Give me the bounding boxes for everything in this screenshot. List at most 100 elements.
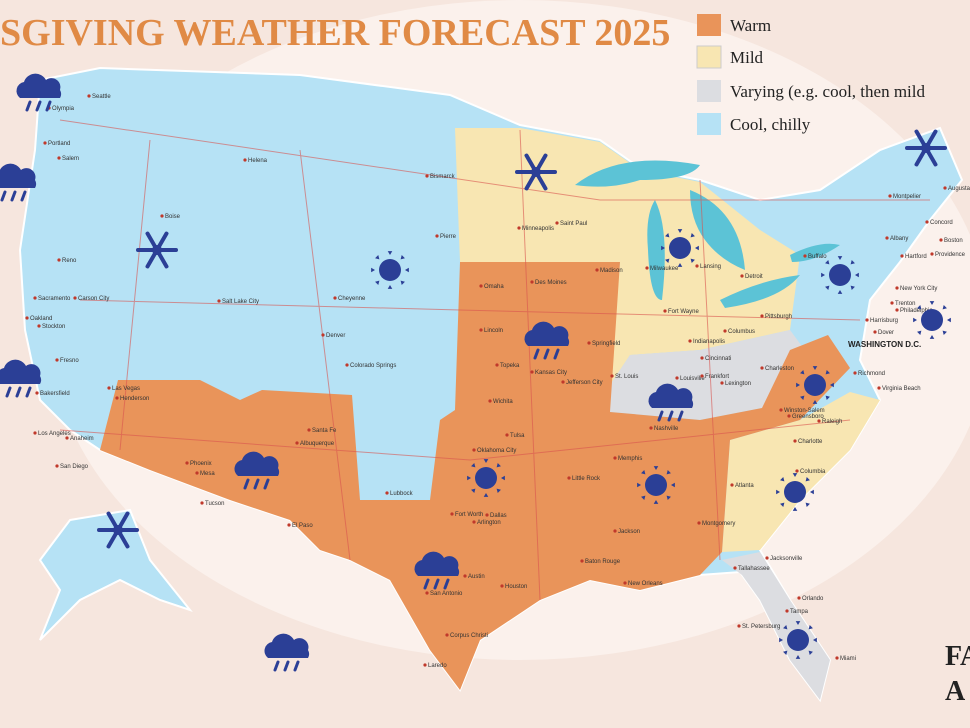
city-label: Trenton (895, 301, 915, 307)
city-label: Memphis (618, 456, 642, 462)
legend-label: Cool, chilly (730, 115, 811, 134)
roads (59, 119, 930, 601)
region-varying (722, 552, 830, 700)
city-label: Sacramento (38, 296, 71, 302)
snow-icon (905, 129, 947, 167)
city-dot (895, 286, 899, 290)
cloud-icon (234, 451, 280, 490)
city-dot (472, 448, 476, 452)
city-label: Detroit (745, 274, 763, 280)
city-dot (217, 299, 221, 303)
lake (720, 275, 800, 308)
city-label: Lincoln (484, 328, 503, 334)
city-dot (517, 226, 521, 230)
city-label: Minneapolis (522, 226, 554, 232)
city-dot (700, 356, 704, 360)
city-label: Oakland (30, 316, 52, 322)
lake (790, 243, 840, 262)
city-label: Denver (326, 333, 345, 339)
city-label: Concord (930, 220, 953, 226)
city-dot (723, 329, 727, 333)
city-dot (57, 156, 61, 160)
city-dot (817, 419, 821, 423)
city-label: Des Moines (535, 280, 567, 286)
city-dot (730, 483, 734, 487)
city-dot (307, 428, 311, 432)
sun-icon (776, 473, 814, 511)
city-label: Las Vegas (112, 386, 140, 392)
city-dot (760, 314, 764, 318)
legend-swatch (697, 14, 721, 36)
city-label: Springfield (592, 341, 620, 347)
cloud-icon (414, 551, 460, 590)
city-dot (479, 328, 483, 332)
city-label: St. Petersburg (742, 624, 780, 630)
city-dot (505, 433, 509, 437)
sun-icon (467, 459, 505, 497)
city-label: Harrisburg (870, 318, 898, 324)
legend: Warm Mild Varying (e.g. cool, then mild … (696, 14, 925, 135)
legend-label: Warm (730, 16, 771, 35)
city-dot (943, 186, 947, 190)
city-labels: Olympia Seattle Portland Salem Helena Boise Bi… (25, 94, 970, 669)
legend-label: Mild (730, 48, 764, 67)
city-label: Philadelphia (900, 308, 933, 314)
sun-icon (371, 251, 409, 289)
city-label: San Diego (60, 464, 89, 470)
city-dot (785, 609, 789, 613)
city-label: Salt Lake City (222, 299, 259, 305)
city-label: Charleston (765, 366, 794, 372)
city-label: Fort Wayne (668, 309, 699, 315)
city-dot (43, 141, 47, 145)
city-label: Virginia Beach (882, 386, 921, 392)
city-dot (779, 408, 783, 412)
city-dot (425, 591, 429, 595)
city-label: Winston-Salem (784, 408, 825, 414)
city-label: Los Angeles (38, 431, 71, 437)
city-label: Montpelier (893, 194, 921, 200)
city-label: Augusta (948, 186, 970, 192)
city-label: Columbia (800, 469, 826, 475)
city-dot (479, 284, 483, 288)
city-label: Kansas City (535, 370, 567, 376)
city-dot (435, 234, 439, 238)
city-dot (835, 656, 839, 660)
city-label: Reno (62, 258, 77, 264)
city-dot (695, 264, 699, 268)
city-label: Cheyenne (338, 296, 366, 302)
city-label: Colorado Springs (350, 363, 396, 369)
city-label: Henderson (120, 396, 149, 402)
logo: A (945, 676, 966, 707)
city-label: Indianapolis (693, 339, 725, 345)
city-label: Milwaukee (650, 266, 679, 272)
city-label: Corpus Christi (450, 633, 488, 639)
city-dot (613, 456, 617, 460)
lake (690, 190, 745, 270)
city-dot (890, 301, 894, 305)
city-label: Charlotte (798, 439, 823, 445)
city-dot (663, 309, 667, 313)
city-dot (25, 316, 29, 320)
city-label: Madison (600, 268, 623, 274)
city-label: Providence (935, 252, 966, 258)
city-label: Austin (468, 574, 485, 580)
city-dot (737, 624, 741, 628)
city-dot (423, 663, 427, 667)
cloud-icon (0, 359, 42, 398)
city-label: Bismarck (430, 174, 456, 180)
city-label: Topeka (500, 363, 520, 369)
city-label: Wichita (493, 399, 513, 405)
city-dot (107, 386, 111, 390)
city-dot (73, 296, 77, 300)
cloud-icon (264, 633, 310, 672)
city-dot (65, 436, 69, 440)
city-dot (733, 566, 737, 570)
city-label: Jacksonville (770, 556, 803, 562)
sun-icon (913, 301, 951, 339)
city-label: Houston (505, 584, 527, 590)
region-mild (455, 128, 800, 385)
city-dot (610, 374, 614, 378)
legend-swatch (696, 45, 722, 69)
city-label: Lansing (700, 264, 721, 270)
